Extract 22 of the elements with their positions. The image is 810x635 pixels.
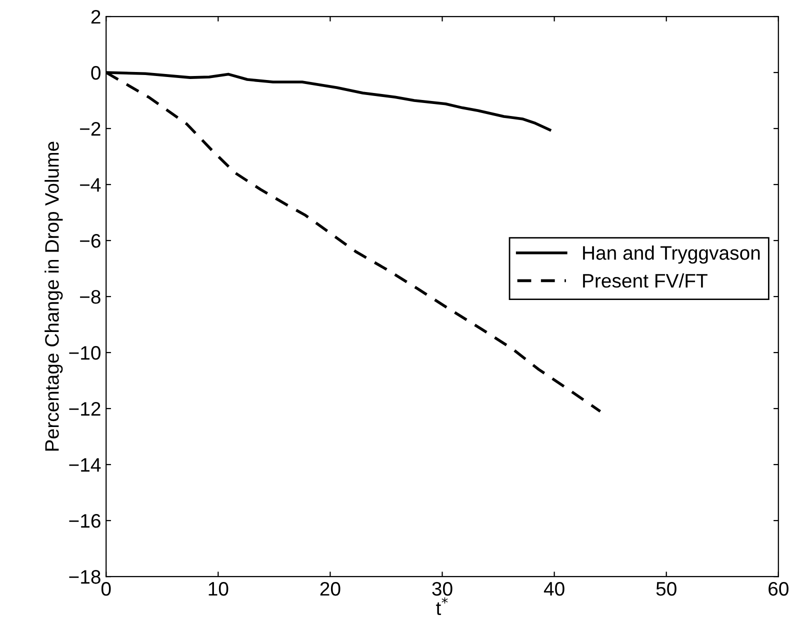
y-tick-label: −4 (80, 178, 101, 192)
x-tick-label: 50 (656, 582, 676, 596)
y-tick-label: −12 (69, 402, 100, 416)
legend-label: Present FV/FT (583, 273, 708, 288)
legend-label: Han and Tryggvason (583, 246, 760, 264)
x-axis-title: t$^{*}$ (436, 597, 448, 616)
y-tick-label: −18 (69, 570, 100, 584)
x-tick-label: 20 (320, 582, 340, 596)
y-tick-label: −14 (69, 458, 101, 472)
y-tick-label: −8 (80, 290, 100, 304)
y-tick-label: −6 (80, 234, 100, 248)
y-tick-label: −2 (80, 122, 100, 136)
y-tick-label: 2 (91, 10, 100, 24)
x-tick-label: 10 (208, 582, 228, 596)
y-axis-title: Percentage Change in Drop Volume (44, 142, 63, 451)
y-tick-label: −16 (69, 514, 100, 528)
x-tick-label: 40 (544, 582, 564, 596)
y-tick-label: −10 (69, 346, 100, 360)
y-tick-label: 0 (91, 66, 100, 80)
x-tick-label: 0 (101, 582, 111, 596)
x-tick-label: 30 (432, 582, 452, 596)
x-tick-label: 60 (768, 582, 788, 596)
